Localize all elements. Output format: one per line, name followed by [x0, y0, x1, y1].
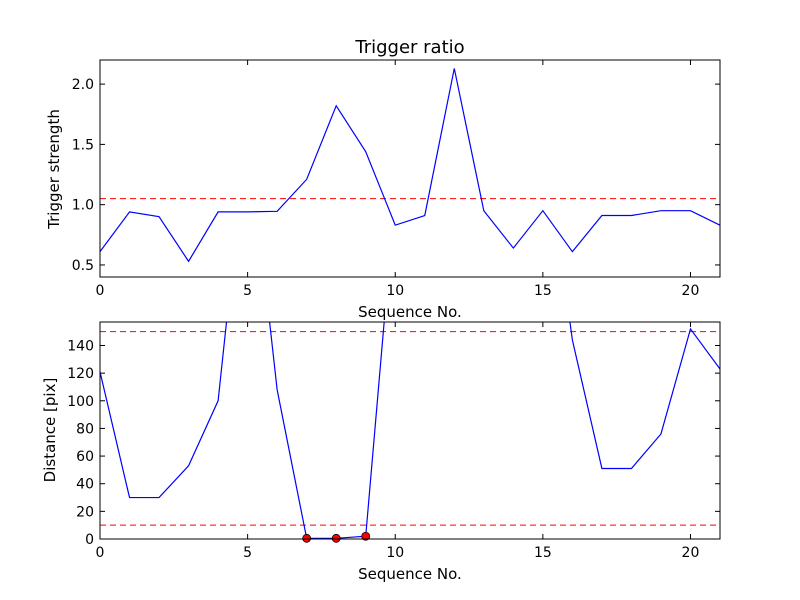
y-tick-label: 40 — [76, 477, 94, 493]
chart-title: Trigger ratio — [354, 37, 464, 58]
data-point-marker — [302, 533, 312, 543]
y-tick-label: 2.0 — [72, 77, 94, 93]
y-tick-label: 120 — [67, 366, 94, 382]
x-tick-label: 15 — [534, 545, 552, 561]
y-tick-label: 100 — [67, 394, 94, 410]
y-axis-label: Distance [pix] — [41, 378, 59, 483]
x-tick-label: 10 — [386, 283, 404, 299]
x-tick-label: 15 — [534, 283, 552, 299]
x-tick-label: 20 — [682, 545, 700, 561]
x-tick-label: 5 — [243, 283, 252, 299]
axes-frame — [99, 59, 721, 278]
x-tick-label: 0 — [96, 545, 105, 561]
x-tick-label: 0 — [96, 283, 105, 299]
x-axis-label: Sequence No. — [358, 565, 462, 583]
x-tick-label: 5 — [243, 545, 252, 561]
y-tick-label: 0.5 — [72, 258, 94, 274]
y-tick-label: 20 — [76, 504, 94, 520]
y-tick-label: 0 — [85, 532, 94, 548]
data-point-marker — [361, 531, 371, 541]
y-tick-label: 60 — [76, 449, 94, 465]
trigger-ratio-panel: Trigger ratio Sequence No. Trigger stren… — [45, 37, 721, 321]
y-tick-label: 1.5 — [72, 137, 94, 153]
y-tick-label: 80 — [76, 421, 94, 437]
distance-panel: Sequence No. Distance [pix] 0 5 10 15 20 0 20 4… — [41, 321, 721, 583]
series-line — [100, 322, 720, 539]
x-tick-label: 10 — [386, 545, 404, 561]
series-line — [100, 68, 720, 263]
x-axis-label: Sequence No. — [358, 303, 462, 321]
data-point-marker — [331, 533, 341, 543]
y-axis-label: Trigger strength — [45, 109, 63, 230]
plot-area — [100, 322, 720, 539]
axes-frame — [99, 321, 721, 540]
y-tick-label: 140 — [67, 338, 94, 354]
y-tick-label: 1.0 — [72, 198, 94, 214]
plot-area — [100, 68, 720, 263]
x-tick-label: 20 — [682, 283, 700, 299]
